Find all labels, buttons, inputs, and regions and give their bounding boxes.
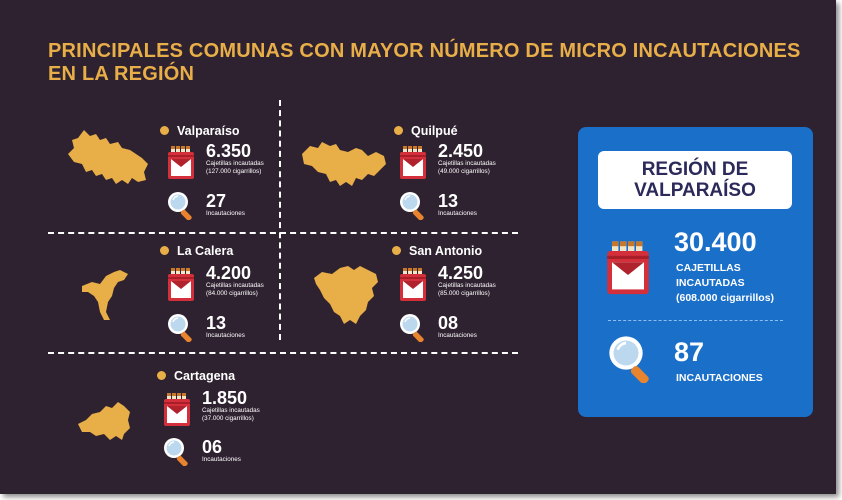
magnifier-icon: [166, 190, 196, 220]
cigarrillos-value: (85.000 cigarrillos): [438, 290, 490, 297]
cigarette-pack-icon: [604, 239, 652, 295]
vertical-divider: [279, 100, 281, 340]
region-divider: [608, 320, 783, 321]
comuna-name: Quilpué: [411, 124, 458, 138]
dot-icon: [157, 371, 166, 380]
comuna-name: La Calera: [177, 244, 234, 258]
incautaciones-label: Incautaciones: [206, 332, 245, 339]
region-title-line-2: VALPARAÍSO: [634, 180, 756, 201]
title-line-1: PRINCIPALES COMUNAS CON MAYOR NÚMERO DE …: [48, 40, 801, 62]
region-incautaciones-label: INCAUTACIONES: [676, 372, 763, 384]
cartagena-map-icon: [78, 402, 130, 440]
horizontal-divider-2: [48, 352, 518, 354]
comuna-name: San Antonio: [409, 244, 483, 258]
region-cajetillas-value: 30.400: [674, 227, 757, 257]
cigarette-pack-icon: [398, 267, 428, 301]
cigarrillos-value: (49.000 cigarrillos): [438, 168, 490, 175]
cigarette-pack-icon: [166, 267, 196, 301]
dot-icon: [394, 126, 403, 135]
cigarette-pack-icon: [162, 392, 192, 426]
page-title: PRINCIPALES COMUNAS CON MAYOR NÚMERO DE …: [48, 40, 801, 86]
cajetillas-value: 4.250: [438, 263, 484, 283]
region-title-line-1: REGIÓN DE: [641, 159, 749, 180]
horizontal-divider-1: [48, 232, 518, 234]
cigarrillos-value: (84.000 cigarrillos): [206, 290, 258, 297]
cigarette-pack-icon: [398, 145, 428, 179]
cigarrillos-value: (127.000 cigarrillos): [206, 168, 262, 175]
cajetillas-value: 2.450: [438, 141, 484, 161]
magnifier-icon: [162, 436, 192, 466]
incautaciones-value: 13: [438, 191, 459, 211]
cajetillas-label: Cajetillas incautadas: [438, 160, 496, 167]
region-badge: REGIÓN DE VALPARAÍSO: [598, 151, 792, 209]
magnifier-icon: [166, 312, 196, 342]
incautaciones-label: Incautaciones: [206, 210, 245, 217]
cajetillas-value: 6.350: [206, 141, 252, 161]
cigarette-pack-icon: [166, 145, 196, 179]
incautaciones-label: Incautaciones: [438, 210, 477, 217]
incautaciones-label: Incautaciones: [438, 332, 477, 339]
quilpue-map-icon: [302, 142, 386, 186]
incautaciones-value: 08: [438, 313, 459, 333]
cajetillas-value: 1.850: [202, 388, 248, 408]
title-line-2: EN LA REGIÓN: [48, 63, 195, 85]
magnifier-icon: [398, 190, 428, 220]
cajetillas-value: 4.200: [206, 263, 252, 283]
magnifier-icon: [606, 333, 656, 383]
cajetillas-label: Cajetillas incautadas: [438, 282, 496, 289]
dot-icon: [160, 246, 169, 255]
region-cajetillas-label-1: CAJETILLAS: [676, 262, 741, 274]
comuna-name: Valparaíso: [177, 124, 240, 138]
valparaiso-map-icon: [68, 130, 148, 184]
magnifier-icon: [398, 312, 428, 342]
san-antonio-map-icon: [314, 266, 378, 324]
la-calera-map-icon: [82, 270, 128, 320]
incautaciones-value: 27: [206, 191, 227, 211]
cajetillas-label: Cajetillas incautadas: [206, 160, 264, 167]
dot-icon: [160, 126, 169, 135]
cajetillas-label: Cajetillas incautadas: [206, 282, 264, 289]
region-incautaciones-value: 87: [674, 337, 705, 367]
comuna-name: Cartagena: [174, 369, 236, 383]
region-cigarrillos-value: (608.000 cigarrillos): [676, 292, 775, 304]
incautaciones-label: Incautaciones: [202, 456, 241, 463]
dot-icon: [392, 246, 401, 255]
incautaciones-value: 06: [202, 437, 223, 457]
incautaciones-value: 13: [206, 313, 227, 333]
region-cajetillas-label-2: INCAUTADAS: [676, 277, 745, 289]
cajetillas-label: Cajetillas incautadas: [202, 407, 260, 414]
cigarrillos-value: (37.000 cigarrillos): [202, 415, 254, 422]
region-panel: REGIÓN DE VALPARAÍSO 30.400 CAJETILLAS I…: [578, 127, 813, 417]
